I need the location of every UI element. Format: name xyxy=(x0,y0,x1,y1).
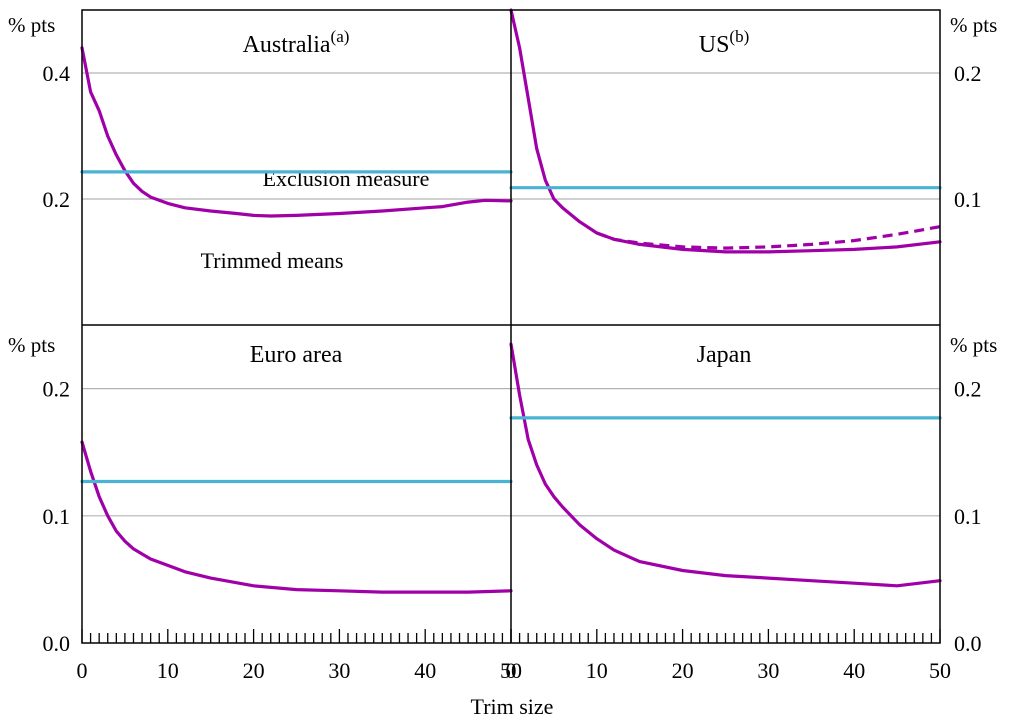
x-tick-label-right-3: 30 xyxy=(757,658,779,683)
panel-title-euro-area: Euro area xyxy=(250,342,343,368)
x-tick-label-right-2: 20 xyxy=(672,658,694,683)
trimmed-mean-line-japan xyxy=(509,342,942,588)
unit-label-bottom-right: % pts xyxy=(950,333,997,357)
y-tick-label-euro-area-1: 0.1 xyxy=(43,504,71,529)
panel-title-us: US(b) xyxy=(699,27,750,58)
x-tick-label-right-5: 50 xyxy=(929,658,951,683)
y-tick-label-australia-0: 0.2 xyxy=(43,187,71,212)
x-tick-label-left-4: 40 xyxy=(414,658,436,683)
x-tick-label-left-1: 10 xyxy=(157,658,179,683)
y-tick-label-japan-0: 0.0 xyxy=(954,631,982,656)
trimmed-mean-line-euro-area xyxy=(80,440,513,594)
y-tick-label-us-1: 0.2 xyxy=(954,61,982,86)
y-tick-label-japan-1: 0.1 xyxy=(954,504,982,529)
y-tick-label-euro-area-0: 0.0 xyxy=(43,631,71,656)
x-tick-label-left-2: 20 xyxy=(243,658,265,683)
y-tick-label-japan-2: 0.2 xyxy=(954,377,982,402)
x-tick-label-left-3: 30 xyxy=(328,658,350,683)
x-tick-label-left-0: 0 xyxy=(77,658,88,683)
y-tick-label-us-0: 0.1 xyxy=(954,187,982,212)
trimmed-mean-line-australia xyxy=(80,46,513,218)
y-tick-label-australia-1: 0.4 xyxy=(43,61,71,86)
y-tick-label-euro-area-2: 0.2 xyxy=(43,377,71,402)
x-tick-label-left-5: 50 xyxy=(500,658,522,683)
x-tick-label-right-0: 0 xyxy=(506,658,517,683)
unit-label-top-right: % pts xyxy=(950,13,997,37)
plot-layer: 0.2 0.4 0.1 0.2 0.0 0.1 0.2 0.0 0.1 0.2 0 10 20 30 40 5… xyxy=(43,8,982,683)
trimmed-mean-dashed-line-us xyxy=(596,225,941,250)
x-tick-label-right-1: 10 xyxy=(586,658,608,683)
x-tick-label-right-4: 40 xyxy=(843,658,865,683)
x-axis-title: Trim size xyxy=(471,694,554,719)
panel-title-australia: Australia(a) xyxy=(243,27,350,58)
unit-label-bottom-left: % pts xyxy=(8,333,55,357)
trimmed-means-label: Trimmed means xyxy=(201,248,344,273)
panel-title-japan: Japan xyxy=(697,342,752,368)
exclusion-measure-label: Exclusion measure xyxy=(263,166,430,191)
unit-label-top-left: % pts xyxy=(8,13,55,37)
